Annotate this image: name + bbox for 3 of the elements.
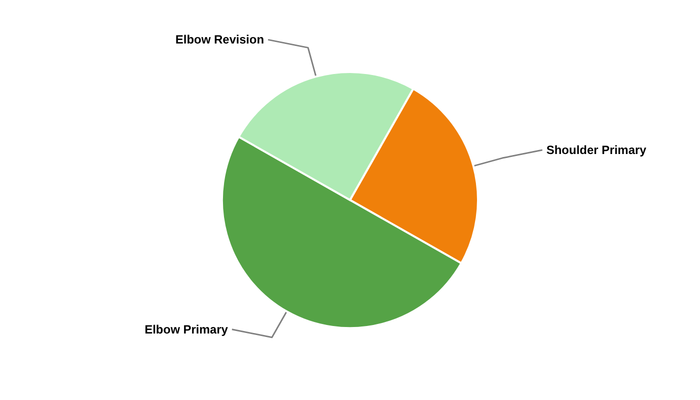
- slice-label: Elbow Primary: [144, 322, 228, 336]
- slice-label: Elbow Revision: [175, 32, 264, 47]
- slice-label: Shoulder Primary: [546, 143, 647, 158]
